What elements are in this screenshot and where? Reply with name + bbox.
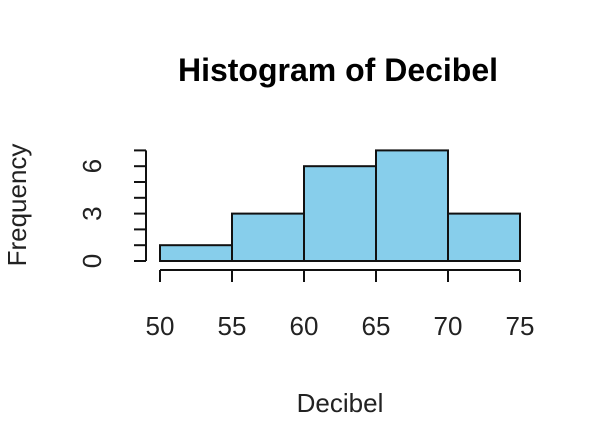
x-axis-label: Decibel [297, 388, 384, 418]
histogram-bar-50-55 [159, 244, 233, 262]
x-tick-label-65: 65 [362, 311, 391, 341]
x-tick-label-50: 50 [146, 311, 175, 341]
x-tick-label-70: 70 [434, 311, 463, 341]
x-tick-label-55: 55 [218, 311, 247, 341]
histogram-bar-60-65 [303, 165, 377, 262]
axes-layer: 50 55 60 65 70 75 0 3 6 [77, 149, 535, 341]
x-tick-label-60: 60 [290, 311, 319, 341]
histogram-bar-55-60 [231, 212, 305, 263]
y-tick-label-3: 3 [77, 206, 107, 220]
y-tick-label-6: 6 [77, 159, 107, 173]
histogram-bar-70-75 [447, 212, 521, 263]
y-tick-label-0: 0 [77, 254, 107, 268]
bars-layer [159, 149, 521, 263]
y-axis-label: Frequency [2, 144, 32, 267]
x-tick-label-75: 75 [506, 311, 535, 341]
chart-title: Histogram of Decibel [178, 52, 498, 88]
histogram-bar-65-70 [375, 149, 449, 262]
